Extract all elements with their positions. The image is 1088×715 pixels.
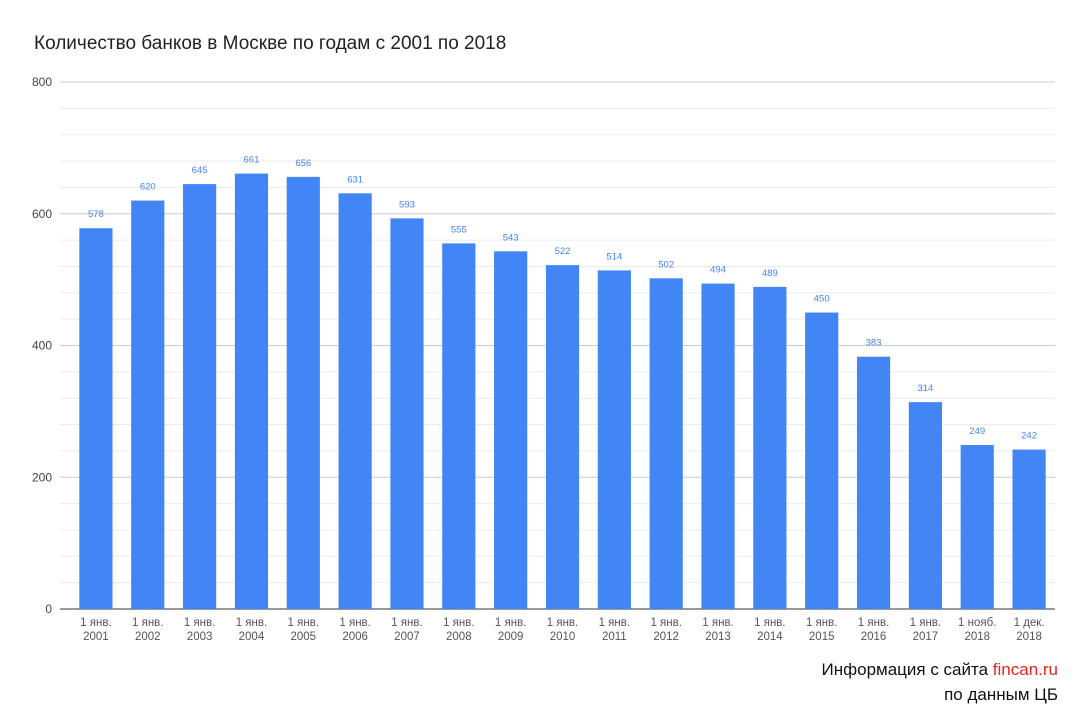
x-tick-label-year: 2017 bbox=[913, 631, 939, 643]
x-tick-label-year: 2012 bbox=[653, 631, 679, 643]
value-label: 489 bbox=[762, 268, 778, 279]
credit-line: Информация с сайта fincan.ru bbox=[822, 660, 1058, 680]
bar bbox=[286, 176, 320, 610]
bar bbox=[545, 265, 580, 609]
y-tick-label: 200 bbox=[32, 470, 52, 484]
chart-title: Количество банков в Москве по годам с 20… bbox=[34, 33, 507, 54]
x-tick-label-year: 2013 bbox=[705, 631, 731, 643]
credit-site-link[interactable]: fincan.ru bbox=[992, 660, 1058, 679]
value-label: 631 bbox=[347, 174, 363, 185]
y-tick-label: 400 bbox=[32, 339, 52, 353]
bar bbox=[649, 278, 683, 609]
x-tick-label: 1 янв. bbox=[443, 617, 474, 629]
x-tick-label: 1 янв. bbox=[650, 617, 681, 629]
bar bbox=[805, 312, 839, 609]
y-tick-label: 0 bbox=[45, 602, 52, 616]
x-tick-label: 1 янв. bbox=[184, 617, 215, 629]
bar bbox=[856, 356, 891, 609]
x-tick-label-year: 2018 bbox=[1016, 631, 1042, 643]
bar bbox=[79, 228, 113, 609]
x-tick-label: 1 янв. bbox=[495, 617, 526, 629]
x-tick-label: 1 янв. bbox=[599, 617, 630, 629]
x-tick-label-year: 2004 bbox=[239, 631, 265, 643]
x-tick-label-year: 2005 bbox=[290, 631, 316, 643]
x-tick-label: 1 нояб. bbox=[958, 617, 996, 629]
x-tick-label: 1 янв. bbox=[391, 617, 422, 629]
value-label: 555 bbox=[451, 224, 467, 235]
value-label: 242 bbox=[1021, 431, 1037, 442]
x-tick-label: 1 янв. bbox=[288, 617, 319, 629]
value-labels: 578 620 645 661 656 631 593 555 543 522 514 502 494 4… bbox=[88, 155, 1037, 442]
x-tick-label-year: 2007 bbox=[394, 631, 420, 643]
bar bbox=[183, 184, 217, 609]
bars bbox=[79, 173, 1046, 610]
y-tick-label: 800 bbox=[32, 75, 52, 89]
x-tick-label-year: 2015 bbox=[809, 631, 835, 643]
bar bbox=[390, 218, 424, 609]
x-tick-label: 1 янв. bbox=[547, 617, 578, 629]
value-label: 502 bbox=[658, 259, 674, 270]
x-tick-label: 1 янв. bbox=[754, 617, 785, 629]
x-tick-label: 1 янв. bbox=[910, 617, 941, 629]
value-label: 543 bbox=[503, 232, 519, 243]
x-tick-label: 1 янв. bbox=[80, 617, 111, 629]
value-label: 450 bbox=[814, 294, 830, 305]
credit-prefix: Информация с сайта bbox=[821, 660, 993, 679]
bar bbox=[597, 270, 631, 609]
x-tick-label: 1 янв. bbox=[702, 617, 733, 629]
value-label: 522 bbox=[555, 246, 571, 257]
y-tick-label: 600 bbox=[32, 207, 52, 221]
value-label: 249 bbox=[969, 426, 985, 437]
value-label: 661 bbox=[244, 155, 260, 166]
x-tick-label-year: 2003 bbox=[187, 631, 213, 643]
bar bbox=[234, 173, 269, 609]
x-tick-label: 1 янв. bbox=[339, 617, 370, 629]
x-tick-label: 1 янв. bbox=[132, 617, 163, 629]
value-label: 645 bbox=[192, 165, 208, 176]
bar bbox=[701, 283, 735, 609]
value-label: 656 bbox=[295, 158, 311, 169]
bar bbox=[753, 286, 787, 609]
value-label: 593 bbox=[399, 199, 415, 210]
x-tick-label-year: 2009 bbox=[498, 631, 524, 643]
x-tick-label: 1 янв. bbox=[858, 617, 889, 629]
x-tick-label: 1 янв. bbox=[806, 617, 837, 629]
x-tick-label-year: 2014 bbox=[757, 631, 783, 643]
x-tick-label-year: 2018 bbox=[964, 631, 990, 643]
value-label: 383 bbox=[866, 338, 882, 349]
bar bbox=[494, 251, 528, 609]
x-tick-label-year: 2016 bbox=[861, 631, 887, 643]
y-axis: 0 200 400 600 800 bbox=[32, 75, 52, 616]
bar bbox=[338, 193, 372, 610]
x-tick-label-year: 2011 bbox=[602, 631, 627, 643]
x-tick-label: 1 янв. bbox=[236, 617, 267, 629]
credit-source: по данным ЦБ bbox=[944, 685, 1058, 704]
value-label: 514 bbox=[606, 251, 622, 262]
x-tick-label: 1 дек. bbox=[1014, 617, 1045, 629]
bar bbox=[131, 200, 165, 609]
bar bbox=[442, 243, 476, 610]
value-label: 578 bbox=[88, 209, 104, 220]
x-tick-label-year: 2006 bbox=[342, 631, 368, 643]
bar bbox=[908, 402, 942, 609]
value-label: 620 bbox=[140, 182, 156, 193]
x-tick-label-year: 2002 bbox=[135, 631, 161, 643]
value-label: 494 bbox=[710, 265, 726, 276]
x-tick-label-year: 2001 bbox=[83, 631, 109, 643]
x-axis: 1 янв. 2001 1 янв. 2002 1 янв. 2003 1 янв. 2004… bbox=[80, 617, 1044, 643]
value-label: 314 bbox=[917, 383, 933, 394]
x-tick-label-year: 2010 bbox=[550, 631, 576, 643]
bar bbox=[1012, 449, 1046, 609]
bar bbox=[960, 444, 994, 609]
x-tick-label-year: 2008 bbox=[446, 631, 472, 643]
